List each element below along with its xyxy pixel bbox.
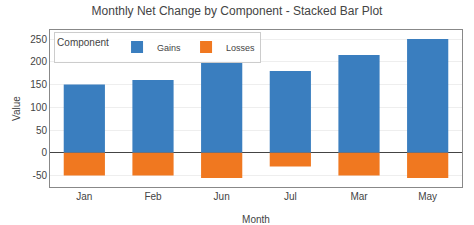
- svg-text:Value: Value: [11, 96, 22, 121]
- svg-text:Losses: Losses: [226, 43, 255, 53]
- svg-text:-50: -50: [33, 170, 48, 181]
- svg-text:Component: Component: [57, 37, 109, 48]
- svg-text:0: 0: [41, 147, 47, 158]
- svg-text:250: 250: [30, 34, 47, 45]
- svg-text:Jul: Jul: [284, 191, 297, 202]
- svg-text:50: 50: [36, 125, 48, 136]
- svg-text:Jun: Jun: [214, 191, 230, 202]
- svg-text:100: 100: [30, 102, 47, 113]
- svg-text:200: 200: [30, 56, 47, 67]
- svg-text:Jan: Jan: [76, 191, 92, 202]
- svg-text:Month: Month: [242, 214, 270, 225]
- svg-text:Monthly Net Change by Componen: Monthly Net Change by Component - Stacke…: [92, 4, 383, 18]
- svg-text:Gains: Gains: [157, 43, 181, 53]
- svg-text:Feb: Feb: [144, 191, 162, 202]
- svg-text:May: May: [418, 191, 437, 202]
- svg-text:Mar: Mar: [350, 191, 368, 202]
- svg-text:150: 150: [30, 79, 47, 90]
